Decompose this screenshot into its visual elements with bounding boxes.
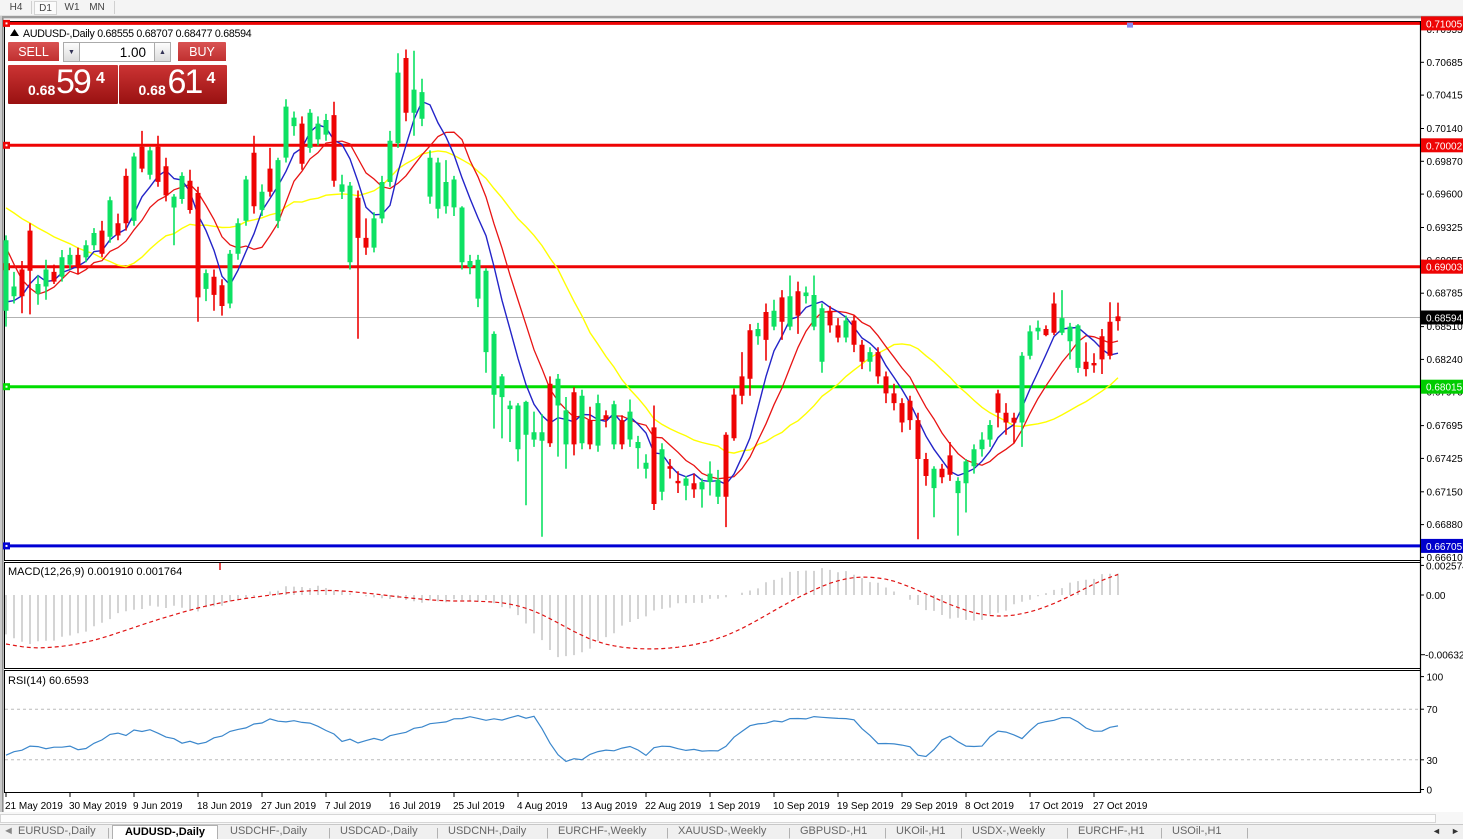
svg-text:70: 70 [1427,705,1439,716]
svg-text:0.66705: 0.66705 [1426,542,1463,553]
svg-text:1 Sep 2019: 1 Sep 2019 [709,801,761,812]
svg-text:0.70002: 0.70002 [1426,141,1463,152]
svg-text:10 Sep 2019: 10 Sep 2019 [773,801,830,812]
svg-text:0.69870: 0.69870 [1427,157,1463,168]
svg-text:0.69003: 0.69003 [1426,263,1463,274]
svg-text:0.68594: 0.68594 [1426,314,1463,325]
svg-text:AUDUSD-,Daily 0.68555 0.68707: AUDUSD-,Daily 0.68555 0.68707 0.68477 0.… [23,28,252,40]
svg-text:0.00: 0.00 [1426,591,1446,602]
svg-text:-0.0063261: -0.0063261 [1425,651,1463,662]
svg-text:17 Oct 2019: 17 Oct 2019 [1029,801,1084,812]
svg-text:27 Oct 2019: 27 Oct 2019 [1093,801,1148,812]
svg-text:27 Jun 2019: 27 Jun 2019 [261,801,316,812]
svg-text:25 Jul 2019: 25 Jul 2019 [453,801,505,812]
svg-text:0.70685: 0.70685 [1427,58,1463,69]
svg-text:100: 100 [1427,673,1444,684]
svg-text:0.70415: 0.70415 [1427,91,1463,102]
svg-text:MACD(12,26,9) 0.001910 0.00176: MACD(12,26,9) 0.001910 0.001764 [8,566,182,578]
svg-text:0.71005: 0.71005 [1426,19,1463,30]
svg-text:18 Jun 2019: 18 Jun 2019 [197,801,252,812]
svg-text:21 May 2019: 21 May 2019 [5,801,63,812]
svg-text:9 Jun 2019: 9 Jun 2019 [133,801,183,812]
svg-text:0.69325: 0.69325 [1427,223,1463,234]
svg-text:0.70140: 0.70140 [1427,124,1463,135]
svg-text:16 Jul 2019: 16 Jul 2019 [389,801,441,812]
svg-text:19 Sep 2019: 19 Sep 2019 [837,801,894,812]
svg-text:29 Sep 2019: 29 Sep 2019 [901,801,958,812]
svg-text:0.67695: 0.67695 [1427,421,1463,432]
svg-text:30 May 2019: 30 May 2019 [69,801,127,812]
svg-text:13 Aug 2019: 13 Aug 2019 [581,801,638,812]
svg-text:0.68240: 0.68240 [1427,355,1463,366]
svg-text:0.69600: 0.69600 [1427,190,1463,201]
svg-text:7 Jul 2019: 7 Jul 2019 [325,801,372,812]
svg-text:0.67425: 0.67425 [1427,454,1463,465]
svg-text:0.002574: 0.002574 [1426,561,1463,572]
svg-text:4 Aug 2019: 4 Aug 2019 [517,801,568,812]
svg-text:0.68015: 0.68015 [1426,383,1463,394]
svg-text:0.68785: 0.68785 [1427,289,1463,300]
svg-text:0: 0 [1427,786,1433,797]
svg-text:0.66880: 0.66880 [1427,520,1463,531]
svg-text:30: 30 [1427,756,1439,767]
svg-text:22 Aug 2019: 22 Aug 2019 [645,801,702,812]
svg-text:RSI(14) 60.6593: RSI(14) 60.6593 [8,675,89,687]
svg-text:8 Oct 2019: 8 Oct 2019 [965,801,1014,812]
svg-text:0.67150: 0.67150 [1427,487,1463,498]
